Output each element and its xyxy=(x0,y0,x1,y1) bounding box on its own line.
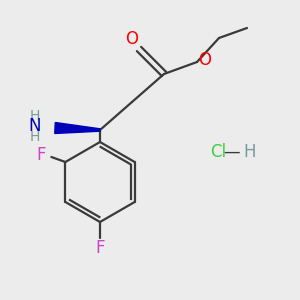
Text: F: F xyxy=(95,239,105,257)
Text: O: O xyxy=(199,51,212,69)
Text: F: F xyxy=(37,146,46,164)
Text: H: H xyxy=(30,109,40,123)
Text: N: N xyxy=(29,117,41,135)
Text: H: H xyxy=(30,130,40,144)
Text: O: O xyxy=(125,30,139,48)
Text: —: — xyxy=(224,143,240,161)
Text: H: H xyxy=(243,143,256,161)
Polygon shape xyxy=(55,122,100,134)
Text: Cl: Cl xyxy=(210,143,226,161)
